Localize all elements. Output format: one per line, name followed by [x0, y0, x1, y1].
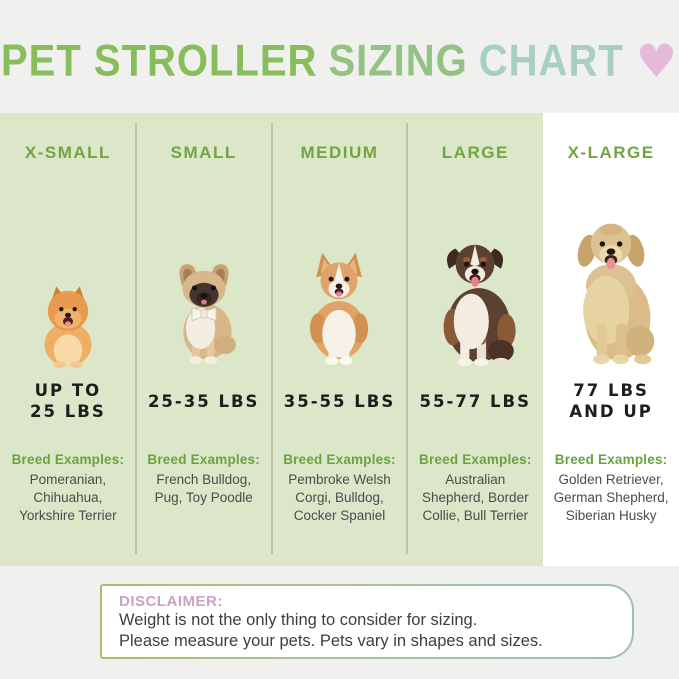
weight-range: UP TO 25 LBS: [30, 381, 106, 421]
size-columns: X-SMALL UP TO 25 LB: [0, 113, 679, 566]
dog-image-area: [0, 164, 136, 368]
weight-range: 55-77 LBS: [419, 391, 532, 411]
size-header-large: LARGE: [441, 143, 509, 162]
dog-image-area: [136, 164, 272, 368]
size-header-small: SMALL: [170, 143, 237, 162]
breed-examples-list: Golden Retriever, German Shepherd, Siber…: [553, 472, 669, 524]
disclaimer-text: Weight is not the only thing to consider…: [119, 611, 543, 651]
column-large: LARGE: [407, 113, 544, 566]
breed-examples-label: Breed Examples:: [419, 452, 532, 467]
title-part-green: PET STROLLER: [0, 36, 318, 86]
corgi-image: [310, 252, 369, 365]
breed-examples-list: Pomeranian, Chihuahua, Yorkshire Terrier: [19, 472, 117, 524]
weight-range: 77 LBS AND UP: [569, 381, 653, 421]
weight-range: 35-55 LBS: [283, 391, 396, 411]
column-x-large: X-LARGE: [543, 113, 679, 566]
breed-examples-label: Breed Examples:: [283, 452, 396, 467]
breed-examples-list: Australian Shepherd, Border Collie, Bull…: [422, 472, 529, 524]
french-bulldog-image: [179, 264, 236, 365]
breed-examples-label: Breed Examples:: [554, 452, 668, 467]
column-small: SMALL: [135, 113, 273, 566]
column-medium: MEDIUM: [271, 113, 409, 566]
column-x-small: X-SMALL UP TO 25 LB: [0, 113, 137, 566]
weight-range: 25-35 LBS: [147, 391, 260, 411]
australian-shepherd-image: [443, 244, 516, 367]
dog-image-area: [543, 164, 679, 368]
size-header-medium: MEDIUM: [300, 143, 379, 162]
disclaimer-label: DISCLAIMER:: [119, 593, 223, 610]
dog-image-area: [272, 164, 408, 368]
title-part-mint: SIZING: [328, 36, 468, 86]
breed-examples-list: French Bulldog, Pug, Toy Poodle: [154, 472, 253, 506]
breed-examples-label: Breed Examples:: [147, 452, 260, 467]
size-header-x-small: X-SMALL: [24, 143, 111, 162]
page-title: PET STROLLER SIZING CHART ♥: [0, 34, 679, 88]
breed-examples-list: Pembroke Welsh Corgi, Bulldog, Cocker Sp…: [288, 472, 391, 524]
golden-retriever-image: [577, 223, 655, 365]
dog-image-area: [407, 164, 543, 368]
disclaimer-content: DISCLAIMER: Weight is not the only thing…: [102, 586, 632, 657]
title-part-teal: CHART: [478, 36, 624, 86]
pomeranian-image: [44, 286, 92, 368]
size-header-x-large: X-LARGE: [567, 143, 655, 162]
heart-icon: ♥: [635, 34, 679, 88]
disclaimer-box: DISCLAIMER: Weight is not the only thing…: [100, 584, 634, 659]
breed-examples-label: Breed Examples:: [11, 452, 125, 467]
